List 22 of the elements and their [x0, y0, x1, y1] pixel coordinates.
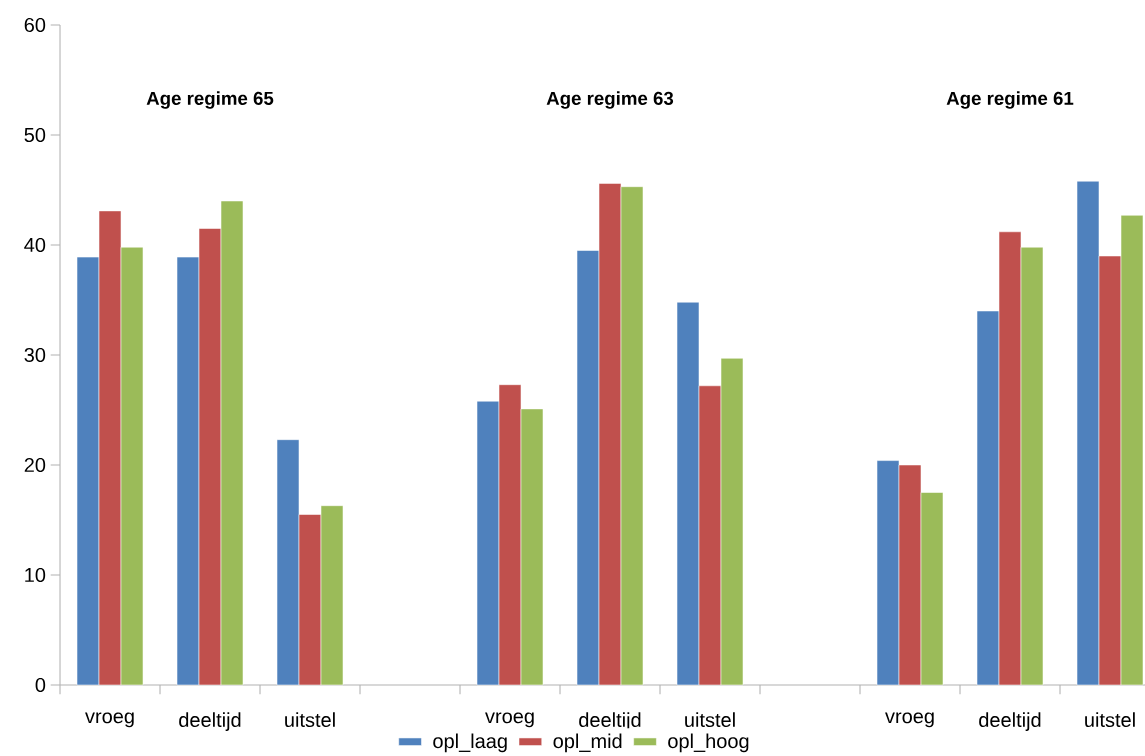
- y-tick-label: 20: [24, 457, 46, 473]
- x-tick-label: deeltijd: [579, 712, 641, 731]
- annotation: Age regime 61: [946, 91, 1074, 109]
- x-tick-label: uitstel: [285, 712, 335, 728]
- y-tick-label: 30: [24, 347, 46, 363]
- y-tick-label: 50: [24, 127, 46, 143]
- y-tick-label: 60: [24, 17, 46, 33]
- annotation: Age regime 63: [546, 91, 674, 109]
- legend-label: opl_laag: [433, 733, 507, 753]
- x-tick-label: uitstel: [685, 712, 735, 728]
- x-tick-label: uitstel: [1085, 712, 1135, 728]
- legend-label: opl_hoog: [668, 733, 749, 753]
- x-tick-label: deeltijd: [179, 712, 241, 731]
- x-tick-label: vroeg: [85, 712, 134, 728]
- y-tick-label: 10: [25, 567, 46, 583]
- x-tick-label: vroeg: [485, 712, 534, 728]
- x-tick-label: vroeg: [885, 712, 934, 728]
- x-tick-label: deeltijd: [979, 712, 1041, 731]
- y-tick-label: 40: [24, 237, 46, 253]
- legend-label: opl_mid: [553, 733, 622, 753]
- y-tick-label: 0: [35, 677, 46, 693]
- annotation: Age regime 65: [146, 91, 274, 109]
